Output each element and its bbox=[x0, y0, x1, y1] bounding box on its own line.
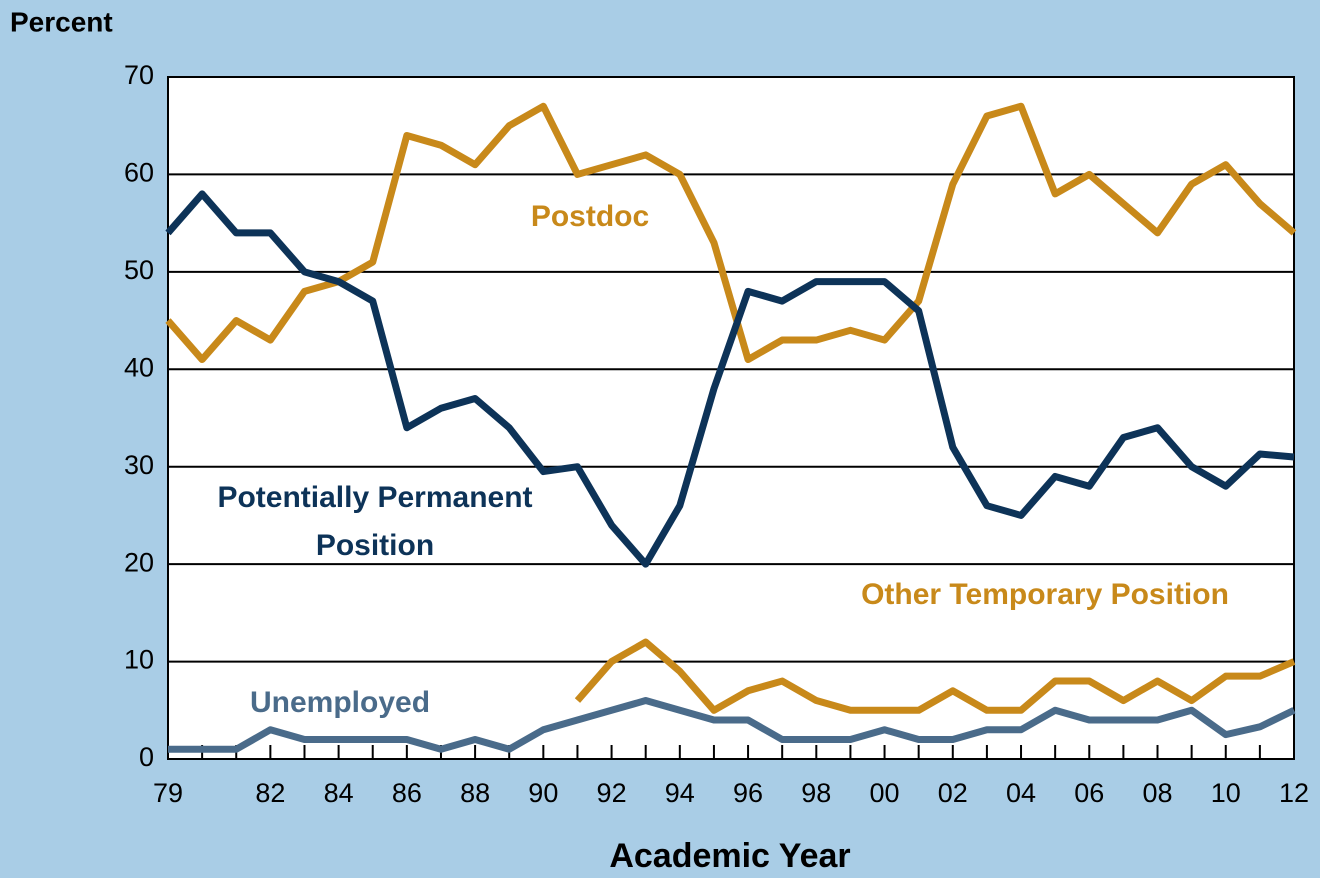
series-label: Other Temporary Position bbox=[861, 578, 1229, 611]
y-tick-label: 0 bbox=[139, 742, 154, 772]
x-tick-label: 12 bbox=[1279, 778, 1309, 808]
y-axis-label: Percent bbox=[10, 6, 113, 37]
x-tick-label: 00 bbox=[870, 778, 900, 808]
plot-border bbox=[167, 76, 1295, 760]
y-tick-label: 40 bbox=[124, 352, 154, 382]
series-line bbox=[574, 638, 1296, 714]
series-label: Postdoc bbox=[530, 200, 650, 233]
x-tick-label: 04 bbox=[1006, 778, 1036, 808]
x-tick-label: 08 bbox=[1142, 778, 1172, 808]
y-tick-label: 50 bbox=[124, 255, 154, 285]
series-line bbox=[165, 102, 1297, 364]
y-tick-label: 30 bbox=[124, 450, 154, 480]
x-tick-label: 90 bbox=[528, 778, 558, 808]
x-tick-label: 06 bbox=[1074, 778, 1104, 808]
x-tick-label: 82 bbox=[255, 778, 285, 808]
series-line bbox=[168, 697, 1296, 753]
x-tick-label: 94 bbox=[665, 778, 695, 808]
series-label: Potentially Permanent Position bbox=[217, 481, 533, 562]
y-tick-label: 20 bbox=[124, 547, 154, 577]
x-tick-label: 96 bbox=[733, 778, 763, 808]
x-tick-label: 98 bbox=[801, 778, 831, 808]
series-label: Unemployed bbox=[249, 686, 431, 719]
series-line bbox=[165, 190, 1295, 568]
y-tick-label: 60 bbox=[124, 158, 154, 188]
x-tick-label: 92 bbox=[597, 778, 627, 808]
y-tick-label: 10 bbox=[124, 645, 154, 675]
x-axis-label: Academic Year bbox=[609, 837, 850, 875]
x-tick-label: 88 bbox=[460, 778, 490, 808]
y-tick-label: 70 bbox=[124, 60, 154, 90]
plot-area bbox=[168, 77, 1294, 759]
x-tick-label: 84 bbox=[324, 778, 354, 808]
x-tick-label: 79 bbox=[153, 778, 183, 808]
x-tick-label: 10 bbox=[1211, 778, 1241, 808]
x-tick-label: 02 bbox=[938, 778, 968, 808]
x-tick-label: 86 bbox=[392, 778, 422, 808]
